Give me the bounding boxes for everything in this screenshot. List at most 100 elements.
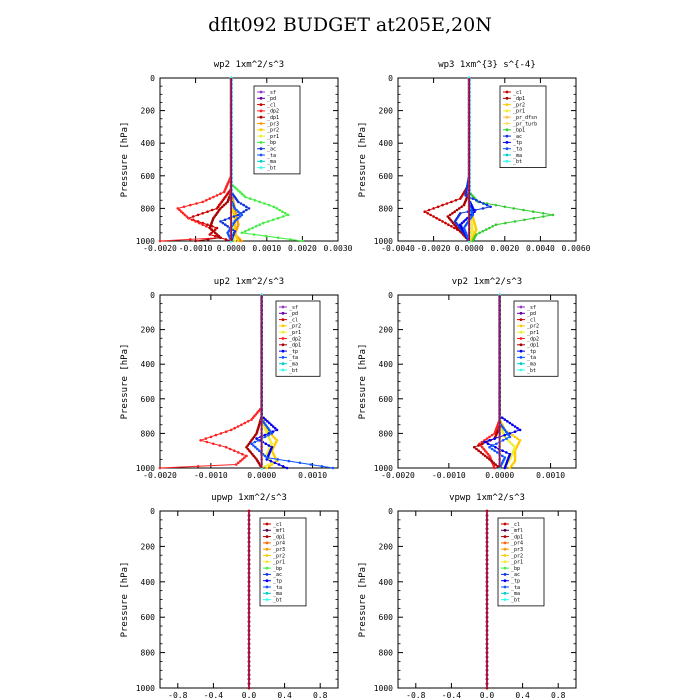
up2-point bbox=[273, 426, 277, 430]
wp2-point bbox=[194, 220, 197, 223]
wp3-legend-label: _tp bbox=[513, 140, 522, 146]
up2-point bbox=[257, 439, 260, 442]
vp2-point bbox=[493, 437, 496, 440]
up2-point bbox=[255, 437, 258, 440]
wp2-point bbox=[206, 238, 210, 241]
wp2-legend-entry: _cl bbox=[257, 102, 276, 108]
wp3-point bbox=[462, 203, 466, 207]
wp3-legend-label: _bp1 bbox=[513, 128, 525, 134]
wp2-line-dp2 bbox=[159, 78, 232, 242]
wp2-point bbox=[263, 202, 266, 205]
up2-legend-entry: _tp bbox=[279, 349, 298, 355]
wp3-legend-entry: _bt bbox=[503, 159, 522, 165]
up2-ytick-label: 0 bbox=[150, 291, 155, 300]
up2-point bbox=[253, 456, 257, 459]
up2-point bbox=[266, 420, 269, 423]
wp2-point bbox=[191, 215, 195, 218]
upwp-legend-marker bbox=[265, 598, 269, 601]
vp2-legend-marker bbox=[519, 368, 523, 372]
vp2-legend-marker bbox=[519, 330, 523, 334]
wp2-ylabel: Pressure [hPa] bbox=[120, 122, 130, 198]
wp2-point bbox=[222, 190, 226, 194]
vp2-point bbox=[503, 418, 507, 421]
wp2-point bbox=[224, 223, 227, 226]
up2-point bbox=[236, 425, 240, 428]
vp2-point bbox=[477, 444, 480, 447]
wp2-point bbox=[233, 207, 237, 210]
vp2-point bbox=[501, 439, 505, 442]
upwp-ytick-label: 800 bbox=[141, 649, 156, 658]
vpwp-legend-label: _pr1 bbox=[511, 560, 523, 566]
vpwp-legend-label: _mfl bbox=[511, 528, 523, 534]
wp2-point bbox=[240, 239, 244, 243]
vp2-point bbox=[506, 439, 510, 442]
vp2-point bbox=[495, 451, 499, 454]
up2-legend-entry: _dp1 bbox=[279, 343, 301, 349]
up2-point bbox=[257, 449, 261, 453]
wp2-point bbox=[219, 192, 222, 195]
wp2-point bbox=[215, 207, 219, 210]
wp2-point bbox=[210, 208, 214, 212]
up2-legend-label: _pr2 bbox=[289, 324, 301, 330]
wp2-legend-label: _dp2 bbox=[267, 109, 279, 115]
vp2-point bbox=[508, 435, 512, 439]
up2-point bbox=[269, 459, 273, 463]
upwp-legend-entry: _cl bbox=[263, 522, 282, 528]
vpwp-title: vpwp 1xm^2/s^3 bbox=[449, 493, 525, 503]
wp3-point bbox=[460, 205, 463, 209]
wp3-point bbox=[541, 212, 545, 215]
wp2-point bbox=[238, 190, 242, 194]
wp3-point bbox=[504, 221, 507, 225]
up2-point bbox=[205, 440, 209, 444]
wp2-legend-entry: _pd bbox=[257, 96, 276, 102]
vp2-legend-marker bbox=[519, 343, 523, 347]
up2-point bbox=[287, 459, 291, 463]
wp3-ytick-label: 1000 bbox=[374, 237, 393, 246]
wp3-legend-entry: _cl bbox=[503, 90, 522, 96]
wp3-point bbox=[438, 218, 441, 222]
up2-point bbox=[274, 437, 277, 440]
wp2-legend-label: _cl bbox=[267, 102, 276, 108]
upwp-legend-label: _bp bbox=[273, 566, 282, 572]
wp2-point bbox=[278, 208, 281, 212]
upwp-legend-entry: _tp bbox=[263, 579, 282, 585]
up2-legend-label: _tp bbox=[289, 349, 298, 355]
wp3-point bbox=[482, 202, 485, 205]
wp2-point bbox=[272, 205, 276, 209]
wp3-point bbox=[488, 226, 491, 230]
upwp-legend-entry: _bt bbox=[263, 597, 282, 603]
wp2-point bbox=[247, 228, 251, 231]
wp3-legend-label: _pr2 bbox=[513, 102, 525, 108]
upwp-legend-label: _pr4 bbox=[273, 541, 285, 547]
vp2-point bbox=[493, 449, 496, 453]
wp2-point bbox=[210, 228, 213, 231]
upwp-ytick-label: 200 bbox=[141, 542, 156, 551]
up2-point bbox=[241, 458, 244, 461]
vp2-point bbox=[501, 454, 504, 458]
upwp-legend-marker bbox=[265, 566, 269, 570]
vpwp-ytick-label: 0 bbox=[388, 507, 393, 516]
wp2-xtick-label: 0.0000 bbox=[217, 244, 246, 253]
up2-point bbox=[276, 458, 280, 461]
wp3-ylabel: Pressure [hPa] bbox=[358, 122, 368, 198]
up2-point bbox=[199, 439, 202, 442]
upwp-legend-entry: _ma bbox=[263, 591, 282, 597]
wp2-point bbox=[237, 239, 240, 243]
upwp-ylabel: Pressure [hPa] bbox=[120, 562, 130, 638]
upwp-legend-entry: _mfl bbox=[263, 528, 285, 534]
up2-point bbox=[219, 432, 223, 435]
wp3-legend-marker bbox=[505, 134, 509, 138]
wp3-legend-entry: _pr1 bbox=[503, 109, 525, 115]
vp2-point bbox=[490, 459, 493, 463]
up2-point bbox=[268, 421, 271, 425]
up2-legend-marker bbox=[281, 337, 285, 340]
vpwp-legend-label: _ta bbox=[511, 585, 520, 591]
vpwp-legend-marker bbox=[503, 585, 507, 589]
wp2-point bbox=[213, 234, 217, 238]
wp2-point bbox=[223, 218, 227, 222]
wp2-ytick-label: 200 bbox=[141, 107, 156, 116]
upwp-legend-entry: _bp bbox=[263, 566, 282, 572]
vp2-legend-marker bbox=[519, 349, 523, 353]
wp3-point bbox=[532, 216, 536, 220]
